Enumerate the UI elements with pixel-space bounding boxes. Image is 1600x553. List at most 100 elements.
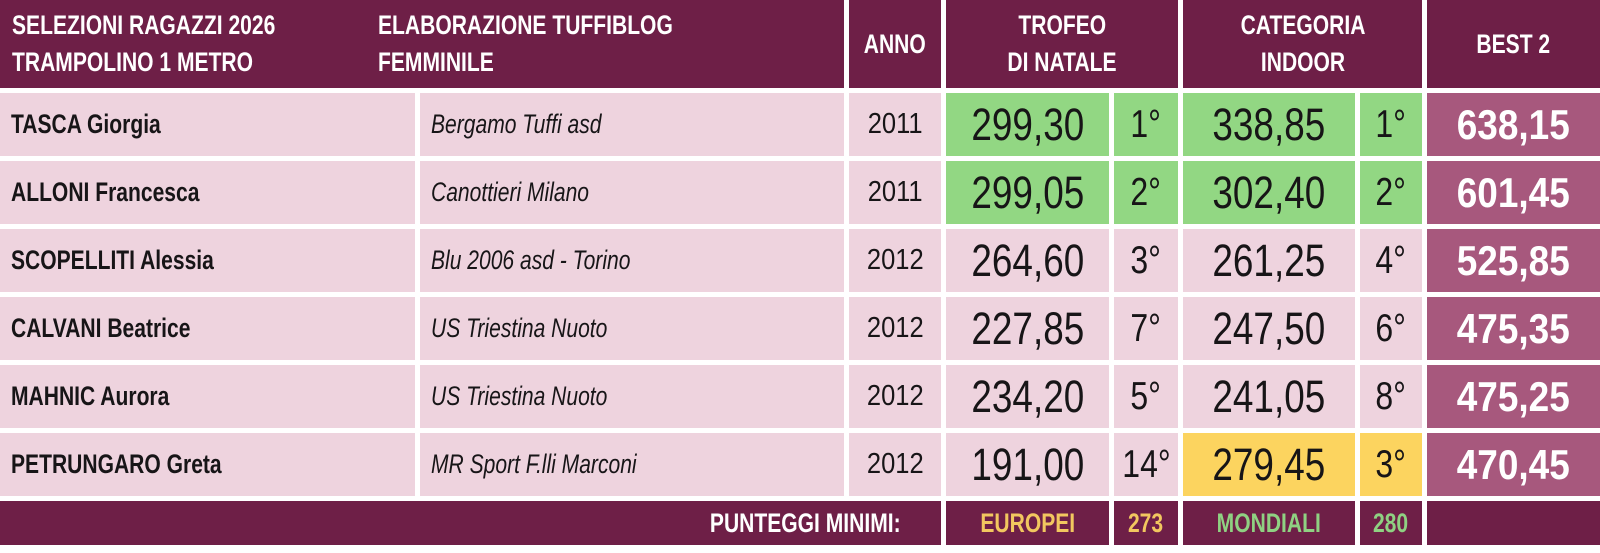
athlete-name-cell: MAHNIC Aurora	[0, 365, 415, 428]
table-title: SELEZIONI RAGAZZI 2026 TRAMPOLINO 1 METR…	[0, 7, 368, 81]
trofeo-rank: 5°	[1130, 374, 1162, 418]
footer-minimums-label: PUNTEGGI MINIMI:	[709, 507, 901, 538]
trofeo-rank: 14°	[1121, 442, 1171, 486]
categoria-score: 247,50	[1212, 302, 1326, 354]
trofeo-rank: 2°	[1130, 170, 1162, 214]
footer-mondiali-label: MONDIALI	[1216, 507, 1322, 538]
best2-total: 601,45	[1456, 168, 1571, 216]
athlete-name: MAHNIC Aurora	[11, 381, 170, 411]
best2-total: 638,15	[1456, 100, 1571, 148]
footer-empty-cell	[1427, 501, 1600, 545]
club-cell: Bergamo Tuffi asd	[420, 93, 844, 156]
birth-year: 2012	[866, 312, 924, 344]
trofeo-rank: 1°	[1130, 102, 1162, 146]
trofeo-line-1: TROFEO	[1018, 10, 1106, 40]
categoria-line-1: CATEGORIA	[1240, 10, 1365, 40]
col-header-anno: ANNO	[849, 0, 941, 88]
categoria-rank: 8°	[1375, 374, 1407, 418]
categoria-rank-cell: 2°	[1360, 161, 1422, 224]
footer-mondiali-value: 280	[1373, 507, 1409, 538]
trofeo-score-cell: 264,60	[946, 229, 1109, 292]
categoria-rank: 4°	[1375, 238, 1407, 282]
footer-mondiali-label-cell: MONDIALI	[1183, 501, 1355, 545]
categoria-rank-cell: 3°	[1360, 433, 1422, 496]
categoria-score-cell: 302,40	[1183, 161, 1355, 224]
trofeo-score: 191,00	[971, 438, 1084, 490]
birth-year-cell: 2011	[849, 161, 941, 224]
trofeo-score: 299,30	[971, 98, 1084, 150]
trofeo-score-cell: 234,20	[946, 365, 1109, 428]
categoria-score-cell: 279,45	[1183, 433, 1355, 496]
trofeo-rank-cell: 5°	[1114, 365, 1178, 428]
best2-total: 525,85	[1456, 236, 1571, 284]
birth-year: 2012	[866, 380, 924, 412]
athlete-name-cell: CALVANI Beatrice	[0, 297, 415, 360]
trofeo-rank-cell: 1°	[1114, 93, 1178, 156]
col-header-best2: BEST 2	[1427, 0, 1600, 88]
best2-total: 475,35	[1456, 304, 1571, 352]
col-header-best2-label: BEST 2	[1476, 28, 1551, 59]
trofeo-score-cell: 191,00	[946, 433, 1109, 496]
birth-year-cell: 2011	[849, 93, 941, 156]
trofeo-rank-cell: 14°	[1114, 433, 1178, 496]
categoria-score: 279,45	[1212, 438, 1326, 490]
categoria-rank-cell: 1°	[1360, 93, 1422, 156]
athlete-name-cell: TASCA Giorgia	[0, 93, 415, 156]
club-name: Blu 2006 asd - Torino	[431, 245, 631, 275]
footer-europei-label-cell: EUROPEI	[946, 501, 1109, 545]
col-header-trofeo-label: TROFEO DI NATALE	[946, 7, 1178, 81]
birth-year-cell: 2012	[849, 297, 941, 360]
birth-year: 2011	[867, 176, 923, 208]
subtitle-line-2: FEMMINILE	[378, 47, 494, 77]
trofeo-score: 227,85	[971, 302, 1084, 354]
best2-total-cell: 475,25	[1427, 365, 1600, 428]
trofeo-rank: 7°	[1130, 306, 1162, 350]
club-cell: MR Sport F.lli Marconi	[420, 433, 844, 496]
club-name: MR Sport F.lli Marconi	[431, 449, 637, 479]
club-name: US Triestina Nuoto	[431, 313, 608, 343]
title-line-2: TRAMPOLINO 1 METRO	[12, 47, 254, 77]
title-line-1: SELEZIONI RAGAZZI 2026	[12, 10, 276, 40]
trofeo-rank-cell: 2°	[1114, 161, 1178, 224]
trofeo-rank-cell: 7°	[1114, 297, 1178, 360]
subtitle-line-1: ELABORAZIONE TUFFIBLOG	[378, 10, 673, 40]
club-cell: Canottieri Milano	[420, 161, 844, 224]
categoria-rank-cell: 4°	[1360, 229, 1422, 292]
athlete-name-cell: PETRUNGARO Greta	[0, 433, 415, 496]
best2-total: 475,25	[1456, 372, 1571, 420]
athlete-name: ALLONI Francesca	[11, 177, 200, 207]
club-cell: US Triestina Nuoto	[420, 365, 844, 428]
col-header-anno-label: ANNO	[863, 28, 927, 59]
categoria-rank: 6°	[1375, 306, 1407, 350]
best2-total-cell: 470,45	[1427, 433, 1600, 496]
categoria-score-cell: 338,85	[1183, 93, 1355, 156]
club-name: Bergamo Tuffi asd	[431, 109, 602, 139]
categoria-score: 302,40	[1212, 166, 1326, 218]
best2-total-cell: 525,85	[1427, 229, 1600, 292]
trofeo-score: 299,05	[971, 166, 1084, 218]
club-name: Canottieri Milano	[431, 177, 590, 207]
trofeo-score: 234,20	[971, 370, 1084, 422]
athlete-name-cell: ALLONI Francesca	[0, 161, 415, 224]
trofeo-score-cell: 299,05	[946, 161, 1109, 224]
birth-year-cell: 2012	[849, 433, 941, 496]
categoria-rank: 2°	[1375, 170, 1407, 214]
footer-mondiali-value-cell: 280	[1360, 501, 1422, 545]
birth-year: 2012	[866, 448, 924, 480]
col-header-categoria-indoor: CATEGORIA INDOOR	[1183, 0, 1422, 88]
trofeo-score-cell: 299,30	[946, 93, 1109, 156]
athlete-name: SCOPELLITI Alessia	[11, 245, 214, 275]
trofeo-rank-cell: 3°	[1114, 229, 1178, 292]
categoria-score: 261,25	[1212, 234, 1326, 286]
table-subtitle: ELABORAZIONE TUFFIBLOG FEMMINILE	[368, 7, 844, 81]
categoria-rank-cell: 8°	[1360, 365, 1422, 428]
best2-total-cell: 638,15	[1427, 93, 1600, 156]
birth-year: 2012	[866, 244, 924, 276]
club-cell: Blu 2006 asd - Torino	[420, 229, 844, 292]
athlete-name: TASCA Giorgia	[11, 109, 161, 139]
trofeo-rank: 3°	[1130, 238, 1162, 282]
categoria-score: 338,85	[1212, 98, 1326, 150]
header-title-cell: SELEZIONI RAGAZZI 2026 TRAMPOLINO 1 METR…	[0, 0, 844, 88]
